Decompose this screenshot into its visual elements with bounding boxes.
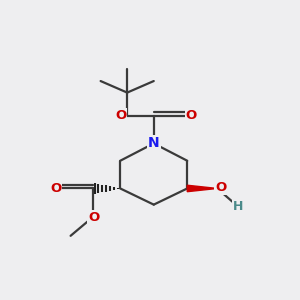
- Text: O: O: [215, 181, 226, 194]
- Text: O: O: [88, 211, 99, 224]
- Text: N: N: [148, 136, 160, 150]
- Text: O: O: [50, 182, 61, 195]
- Text: H: H: [233, 200, 243, 213]
- Text: O: O: [115, 109, 126, 122]
- Polygon shape: [187, 185, 217, 192]
- Text: O: O: [186, 109, 197, 122]
